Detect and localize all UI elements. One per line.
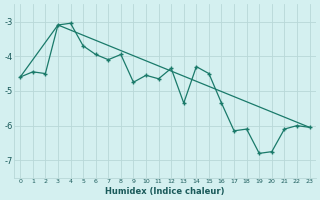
X-axis label: Humidex (Indice chaleur): Humidex (Indice chaleur) [105, 187, 225, 196]
